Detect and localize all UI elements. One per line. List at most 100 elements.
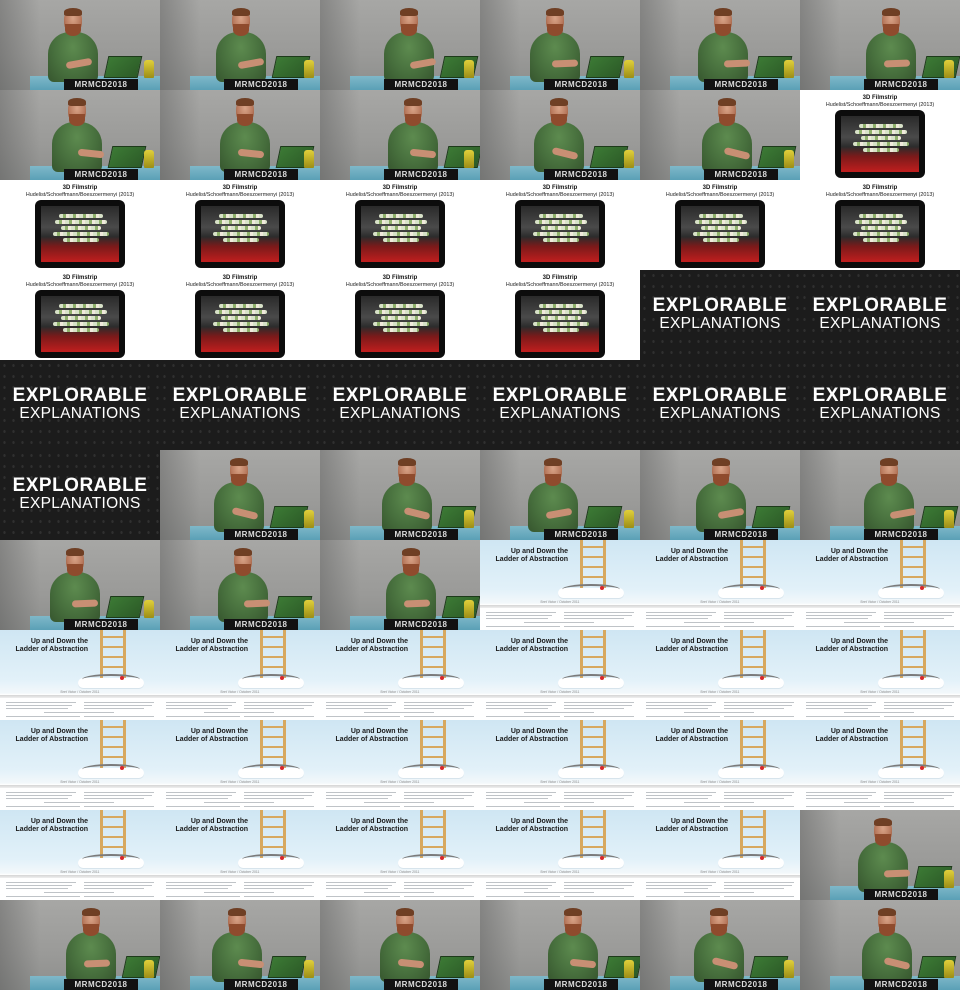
title-line: Ladder of Abstraction [15,826,88,833]
text-line [724,792,794,793]
conference-banner: MRMCD2018 [704,529,778,540]
text-line [806,716,880,717]
slide-title: EXPLORABLE [12,385,148,406]
title-line: Ladder of Abstraction [495,646,568,653]
text-line [646,888,708,889]
ladder-rail [603,810,606,868]
text-line [806,798,868,799]
text-line [166,716,240,717]
ladder-rung [422,746,444,748]
speaker-hair [228,908,246,916]
road-curve [402,854,460,865]
text-line [724,798,784,799]
text-line [564,896,634,897]
speaker-frame: MRMCD2018 [640,0,800,90]
speaker-beard [711,924,727,936]
wall-shadow [800,810,840,900]
filmstrip-frame: 3D Filmstrip Hudelist/Schoeffmann/Boeszoe… [800,90,960,180]
ladder-rung [262,666,284,668]
speaker-body [218,572,268,622]
slide-subtitle: Hudelist/Schoeffmann/Boeszoermenyi (2013… [505,282,615,288]
slide-subtitle: EXPLANATIONS [339,405,461,422]
tablet-screen [841,116,919,172]
trophy-figure [784,150,794,168]
ladder-frame: Up and Down the Ladder of Abstraction Bret… [0,630,160,720]
speaker-hair [714,8,732,16]
filmstrip-frame: 3D Filmstrip Hudelist/Schoeffmann/Boeszoe… [320,180,480,270]
slide-title: Up and Down the Ladder of Abstraction [8,818,88,834]
divider-bar [640,785,800,788]
ladder-rail [580,810,583,868]
text-line [564,708,624,709]
text-line [486,885,552,886]
slide-author: Bret Victor / October 2011 [540,870,580,874]
film-strip [219,304,263,308]
title-line: Up and Down the [830,548,888,555]
ladder-rung [582,636,604,638]
ladder-rail [123,630,126,688]
ladder-rung [102,636,124,638]
speaker-frame: MRMCD2018 [640,450,800,540]
trophy-figure [144,600,154,618]
slide-title: 3D Filmstrip [222,275,258,281]
speaker-frame: MRMCD2018 [0,90,160,180]
explorable-frame: EXPLORABLE EXPLANATIONS [640,360,800,450]
text-line [524,712,594,713]
text-line [84,882,154,883]
text-line [326,702,396,703]
tablet-screen [201,296,279,352]
speaker-hair [712,458,730,466]
slide-author: Bret Victor / October 2011 [380,870,420,874]
text-line [364,892,434,893]
speaker-body [48,32,98,82]
conference-banner: MRMCD2018 [384,169,458,180]
ladder-rail [283,720,286,778]
film-strip [541,316,581,320]
ladder-frame: Up and Down the Ladder of Abstraction Bret… [0,720,160,810]
text-line [204,802,274,803]
laptop [583,506,623,528]
text-line [204,712,274,713]
text-line [724,705,792,706]
text-line [646,792,716,793]
road-curve [242,764,300,775]
divider-bar [0,695,160,698]
slide-subtitle: EXPLANATIONS [19,405,141,422]
ladder-rail [763,540,766,598]
background-pattern [0,450,160,540]
ladder-rail [923,720,926,778]
text-line [724,716,794,717]
film-strip [855,220,907,224]
ladder-frame: Up and Down the Ladder of Abstraction Bret… [640,540,800,630]
text-line [564,615,632,616]
text-line [326,792,396,793]
laptop [121,956,160,978]
tablet-screen [41,296,119,352]
text-line [806,702,876,703]
speaker-hair [398,458,416,466]
slide-subtitle: Hudelist/Schoeffmann/Boeszoermenyi (2013… [25,282,135,288]
ladder-rung [422,666,444,668]
slide-title: Up and Down the Ladder of Abstraction [168,728,248,744]
text-line [646,618,708,619]
text-line [404,795,472,796]
car-dot [760,676,764,680]
slide-author: Bret Victor / October 2011 [60,780,100,784]
slide-title: Up and Down the Ladder of Abstraction [328,728,408,744]
ladder-rung [902,656,924,658]
speaker-beard [229,924,245,936]
ladder-rail [580,720,583,778]
ladder-rail [420,720,423,778]
ladder-rung [422,826,444,828]
ladder-rung [582,646,604,648]
text-line [244,806,314,807]
film-strip [373,322,429,326]
trophy-figure [784,60,794,78]
text-line [486,612,556,613]
title-line: Ladder of Abstraction [15,736,88,743]
ladder-rung [902,576,924,578]
conference-banner: MRMCD2018 [544,169,618,180]
title-line: Up and Down the [350,638,408,645]
trophy-figure [464,60,474,78]
title-line: Up and Down the [830,728,888,735]
